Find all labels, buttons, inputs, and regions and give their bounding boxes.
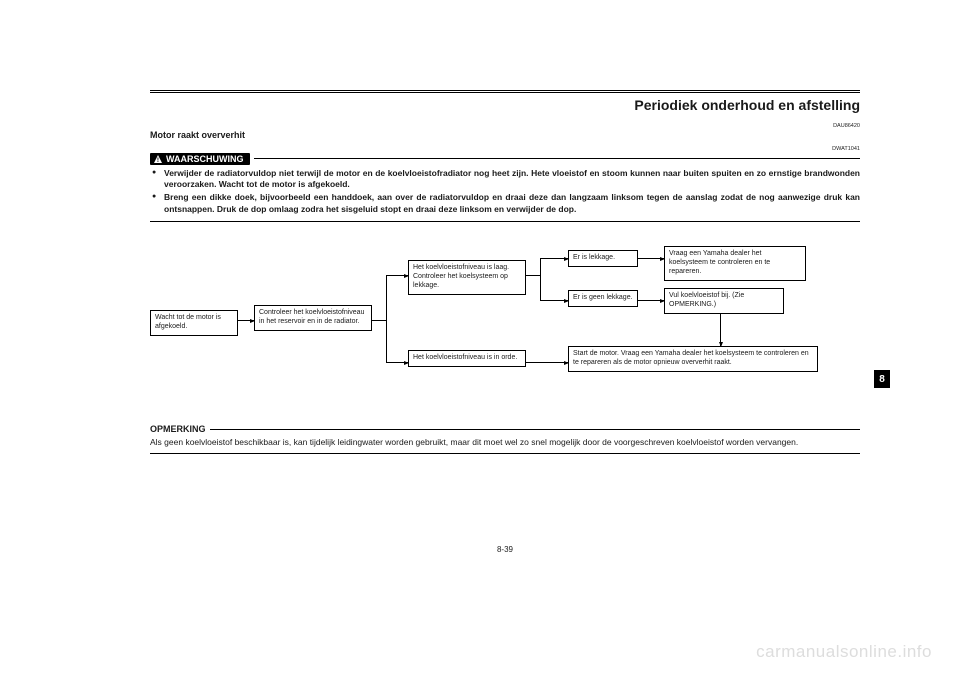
note-heading-row: OPMERKING	[150, 424, 860, 434]
flow-arrow	[638, 300, 664, 301]
section-subheading: Motor raakt oververhit	[150, 130, 860, 140]
note-body: Als geen koelvloeistof beschikbaar is, k…	[150, 437, 860, 448]
flow-node-noleak: Er is geen lekkage.	[568, 290, 638, 307]
warning-item: Breng een dikke doek, bijvoorbeeld een h…	[164, 192, 860, 215]
divider-rule	[150, 221, 860, 222]
warning-label-text: WAARSCHUWING	[166, 154, 244, 164]
top-rule	[150, 90, 860, 93]
warning-badge-row: ! WAARSCHUWING	[150, 153, 860, 165]
chapter-title: Periodiek onderhoud en afstelling	[150, 97, 860, 113]
doc-code-2: DWAT1041	[150, 146, 860, 152]
warning-rule	[254, 158, 861, 159]
flow-arrow	[638, 258, 664, 259]
flow-node-check: Controleer het koelvloeistofniveau in he…	[254, 305, 372, 331]
flow-node-wait: Wacht tot de motor is afgekoeld.	[150, 310, 238, 336]
flow-node-low: Het koelvloeistofniveau is laag. Control…	[408, 260, 526, 294]
flowchart: Wacht tot de motor is afgekoeld. Control…	[150, 250, 860, 400]
warning-icon: !	[153, 154, 163, 164]
flow-node-leak: Er is lekkage.	[568, 250, 638, 267]
flow-line	[540, 258, 541, 300]
warning-badge: ! WAARSCHUWING	[150, 153, 250, 165]
flow-node-ok: Het koelvloeistofniveau is in orde.	[408, 350, 526, 367]
flow-node-restart: Start de motor. Vraag een Yamaha dealer …	[568, 346, 818, 372]
flow-line	[372, 320, 386, 321]
note-rule	[210, 429, 860, 430]
flow-arrow	[386, 362, 408, 363]
note-heading: OPMERKING	[150, 424, 206, 434]
page-number: 8-39	[150, 545, 860, 554]
flow-node-fill: Vul koelvloeistof bij. (Zie OPMERKING.)	[664, 288, 784, 314]
flow-arrow	[238, 320, 254, 321]
note-bottom-rule	[150, 453, 860, 454]
warning-item: Verwijder de radiatorvuldop niet terwijl…	[164, 168, 860, 191]
watermark: carmanualsonline.info	[756, 642, 932, 662]
flow-line	[526, 275, 540, 276]
flow-node-dealer: Vraag een Yamaha dealer het koelsysteem …	[664, 246, 806, 280]
page-content: Periodiek onderhoud en afstelling DAU864…	[150, 90, 860, 454]
warning-list: Verwijder de radiatorvuldop niet terwijl…	[150, 168, 860, 216]
flow-arrow	[540, 258, 568, 259]
flow-line	[386, 275, 387, 362]
flow-arrow	[386, 275, 408, 276]
flow-arrow	[526, 362, 568, 363]
doc-code-1: DAU86420	[150, 123, 860, 129]
chapter-tab: 8	[874, 370, 890, 388]
svg-text:!: !	[157, 157, 159, 164]
flow-arrow	[540, 300, 568, 301]
flow-arrow-down	[720, 314, 721, 346]
